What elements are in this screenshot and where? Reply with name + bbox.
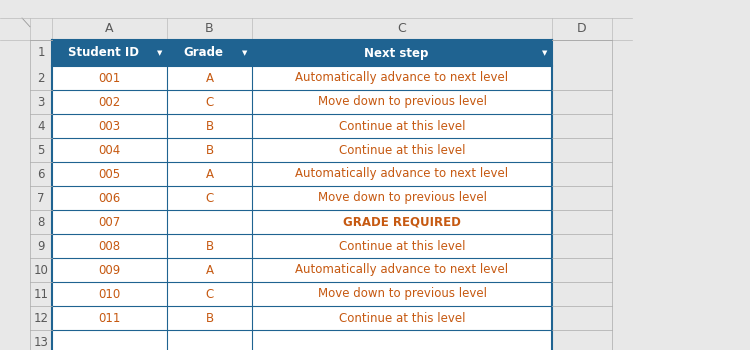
Bar <box>0 18 750 40</box>
Text: B: B <box>206 312 214 324</box>
Text: C: C <box>398 22 406 35</box>
Text: 007: 007 <box>98 216 121 229</box>
Bar <box>52 186 552 210</box>
Bar <box>30 90 52 114</box>
Bar <box>52 234 552 258</box>
Bar <box>552 330 612 350</box>
Bar <box>30 162 52 186</box>
Text: Automatically advance to next level: Automatically advance to next level <box>296 71 508 84</box>
Text: 010: 010 <box>98 287 121 301</box>
Text: A: A <box>105 22 114 35</box>
Bar <box>30 330 52 350</box>
Text: 11: 11 <box>34 287 49 301</box>
Bar <box>552 258 612 282</box>
Text: 12: 12 <box>34 312 49 324</box>
Bar <box>552 306 612 330</box>
Text: 13: 13 <box>34 336 49 349</box>
Text: ▼: ▼ <box>242 50 248 56</box>
Text: Automatically advance to next level: Automatically advance to next level <box>296 264 508 276</box>
Bar <box>552 210 612 234</box>
Text: C: C <box>206 287 214 301</box>
Text: Continue at this level: Continue at this level <box>339 239 465 252</box>
Bar <box>52 90 552 114</box>
Text: 2: 2 <box>38 71 45 84</box>
Text: 011: 011 <box>98 312 121 324</box>
Bar <box>30 186 52 210</box>
Text: 4: 4 <box>38 119 45 133</box>
Text: 006: 006 <box>98 191 121 204</box>
Text: A: A <box>206 264 214 276</box>
Text: D: D <box>578 22 586 35</box>
Bar <box>552 282 612 306</box>
Bar <box>552 114 612 138</box>
Bar <box>30 306 52 330</box>
Text: B: B <box>206 144 214 156</box>
Bar <box>30 234 52 258</box>
Bar <box>52 40 552 66</box>
Text: 008: 008 <box>98 239 121 252</box>
Text: 1: 1 <box>38 47 45 60</box>
Bar <box>552 66 612 90</box>
Text: Move down to previous level: Move down to previous level <box>317 191 487 204</box>
Bar <box>52 66 552 90</box>
Text: C: C <box>206 191 214 204</box>
Bar <box>52 210 552 234</box>
Text: 002: 002 <box>98 96 121 108</box>
Text: B: B <box>206 119 214 133</box>
Bar <box>30 66 52 90</box>
Text: Grade: Grade <box>184 47 224 60</box>
Text: 003: 003 <box>98 119 121 133</box>
Text: 8: 8 <box>38 216 45 229</box>
Bar <box>30 114 52 138</box>
Bar <box>52 114 552 138</box>
Bar <box>52 258 552 282</box>
Bar <box>552 138 612 162</box>
Bar <box>52 330 552 350</box>
Text: A: A <box>206 168 214 181</box>
Bar <box>552 162 612 186</box>
Text: Automatically advance to next level: Automatically advance to next level <box>296 168 508 181</box>
Bar <box>552 186 612 210</box>
Text: 5: 5 <box>38 144 45 156</box>
Bar <box>30 40 52 66</box>
Text: 001: 001 <box>98 71 121 84</box>
Text: 6: 6 <box>38 168 45 181</box>
Text: 009: 009 <box>98 264 121 276</box>
Text: Continue at this level: Continue at this level <box>339 119 465 133</box>
Bar <box>52 306 552 330</box>
Text: Move down to previous level: Move down to previous level <box>317 287 487 301</box>
Text: Student ID: Student ID <box>68 47 139 60</box>
Text: 004: 004 <box>98 144 121 156</box>
Text: 3: 3 <box>38 96 45 108</box>
Text: Move down to previous level: Move down to previous level <box>317 96 487 108</box>
Text: B: B <box>206 239 214 252</box>
Text: GRADE REQUIRED: GRADE REQUIRED <box>343 216 461 229</box>
Bar <box>30 138 52 162</box>
Text: ▼: ▼ <box>158 50 163 56</box>
Bar <box>52 138 552 162</box>
Text: 7: 7 <box>38 191 45 204</box>
Text: A: A <box>206 71 214 84</box>
Bar <box>52 162 552 186</box>
Text: Continue at this level: Continue at this level <box>339 312 465 324</box>
Text: 005: 005 <box>98 168 121 181</box>
Text: 10: 10 <box>34 264 49 276</box>
Bar <box>30 282 52 306</box>
Bar <box>552 234 612 258</box>
Text: 9: 9 <box>38 239 45 252</box>
Text: Next step: Next step <box>364 47 428 60</box>
Text: Continue at this level: Continue at this level <box>339 144 465 156</box>
Bar <box>552 90 612 114</box>
Bar <box>30 210 52 234</box>
Bar <box>52 282 552 306</box>
Bar <box>30 258 52 282</box>
Text: C: C <box>206 96 214 108</box>
Text: B: B <box>206 22 214 35</box>
Text: ▼: ▼ <box>542 50 548 56</box>
